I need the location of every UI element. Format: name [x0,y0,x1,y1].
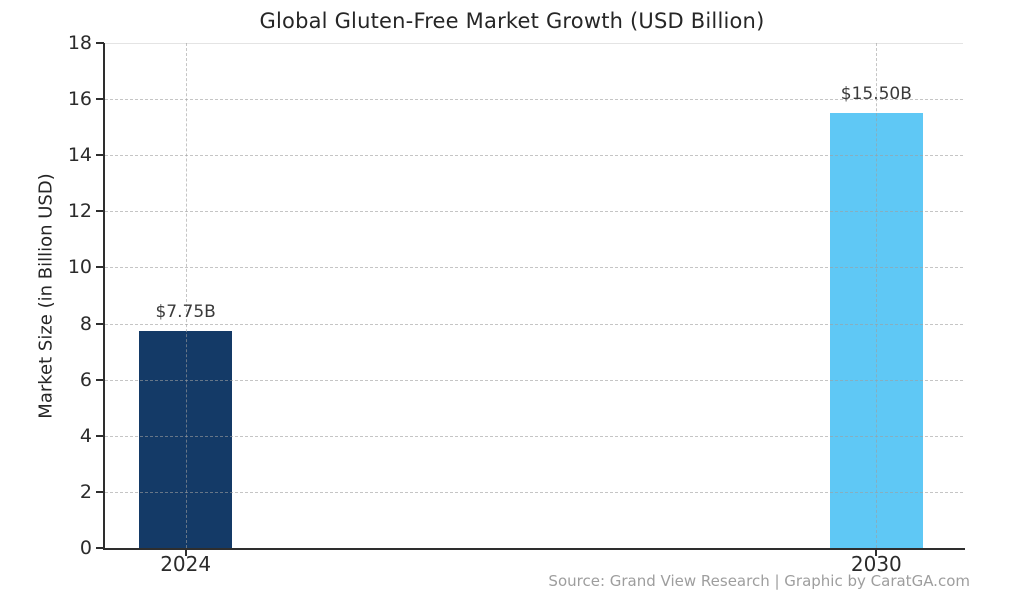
y-tick-mark-14 [96,154,104,157]
horizontal-gridline-10 [105,267,963,269]
x-tick-label-2024: 2024 [160,552,212,576]
y-tick-label-0: 0 [79,537,92,559]
vertical-gridline-2024 [185,43,187,548]
y-tick-label-16: 16 [67,88,92,111]
horizontal-gridline-6 [105,379,963,381]
y-tick-mark-8 [96,322,104,325]
chart-title: Global Gluten-Free Market Growth (USD Bi… [259,9,765,33]
y-tick-mark-0 [96,547,104,549]
plot-area: $7.75B $15.50B [105,43,963,548]
horizontal-gridline-12 [105,211,963,213]
y-tick-label-2: 2 [79,480,92,503]
y-tick-label-4: 4 [79,424,92,447]
horizontal-gridline-8 [105,323,963,325]
y-tick-label-12: 12 [67,200,92,223]
x-tick-label-2030: 2030 [850,552,902,576]
y-tick-mark-18 [96,42,104,44]
y-tick-label-18: 18 [67,32,92,54]
horizontal-gridline-2 [105,491,963,493]
y-axis-spine [103,43,105,550]
y-tick-label-10: 10 [67,256,92,279]
y-tick-mark-12 [96,210,104,213]
y-tick-mark-2 [96,490,104,493]
vertical-gridline-2030 [876,43,878,548]
x-tick-mark-2030 [875,548,878,556]
y-tick-label-8: 8 [79,312,92,335]
x-axis-spine [103,548,965,550]
y-tick-mark-10 [96,266,104,269]
bar-value-label-2024: $7.75B [155,301,216,322]
horizontal-gridline-16 [105,99,963,101]
top-spine [105,43,963,44]
bar-value-label-2030: $15.50B [840,84,912,105]
y-tick-mark-4 [96,434,104,437]
y-tick-mark-16 [96,98,104,101]
y-tick-label-6: 6 [79,368,92,391]
horizontal-gridline-4 [105,435,963,437]
source-credit: Source: Grand View Research | Graphic by… [548,572,970,590]
horizontal-gridline-14 [105,155,963,157]
y-tick-mark-6 [96,378,104,381]
x-tick-mark-2024 [184,548,187,556]
y-tick-label-14: 14 [67,144,92,167]
